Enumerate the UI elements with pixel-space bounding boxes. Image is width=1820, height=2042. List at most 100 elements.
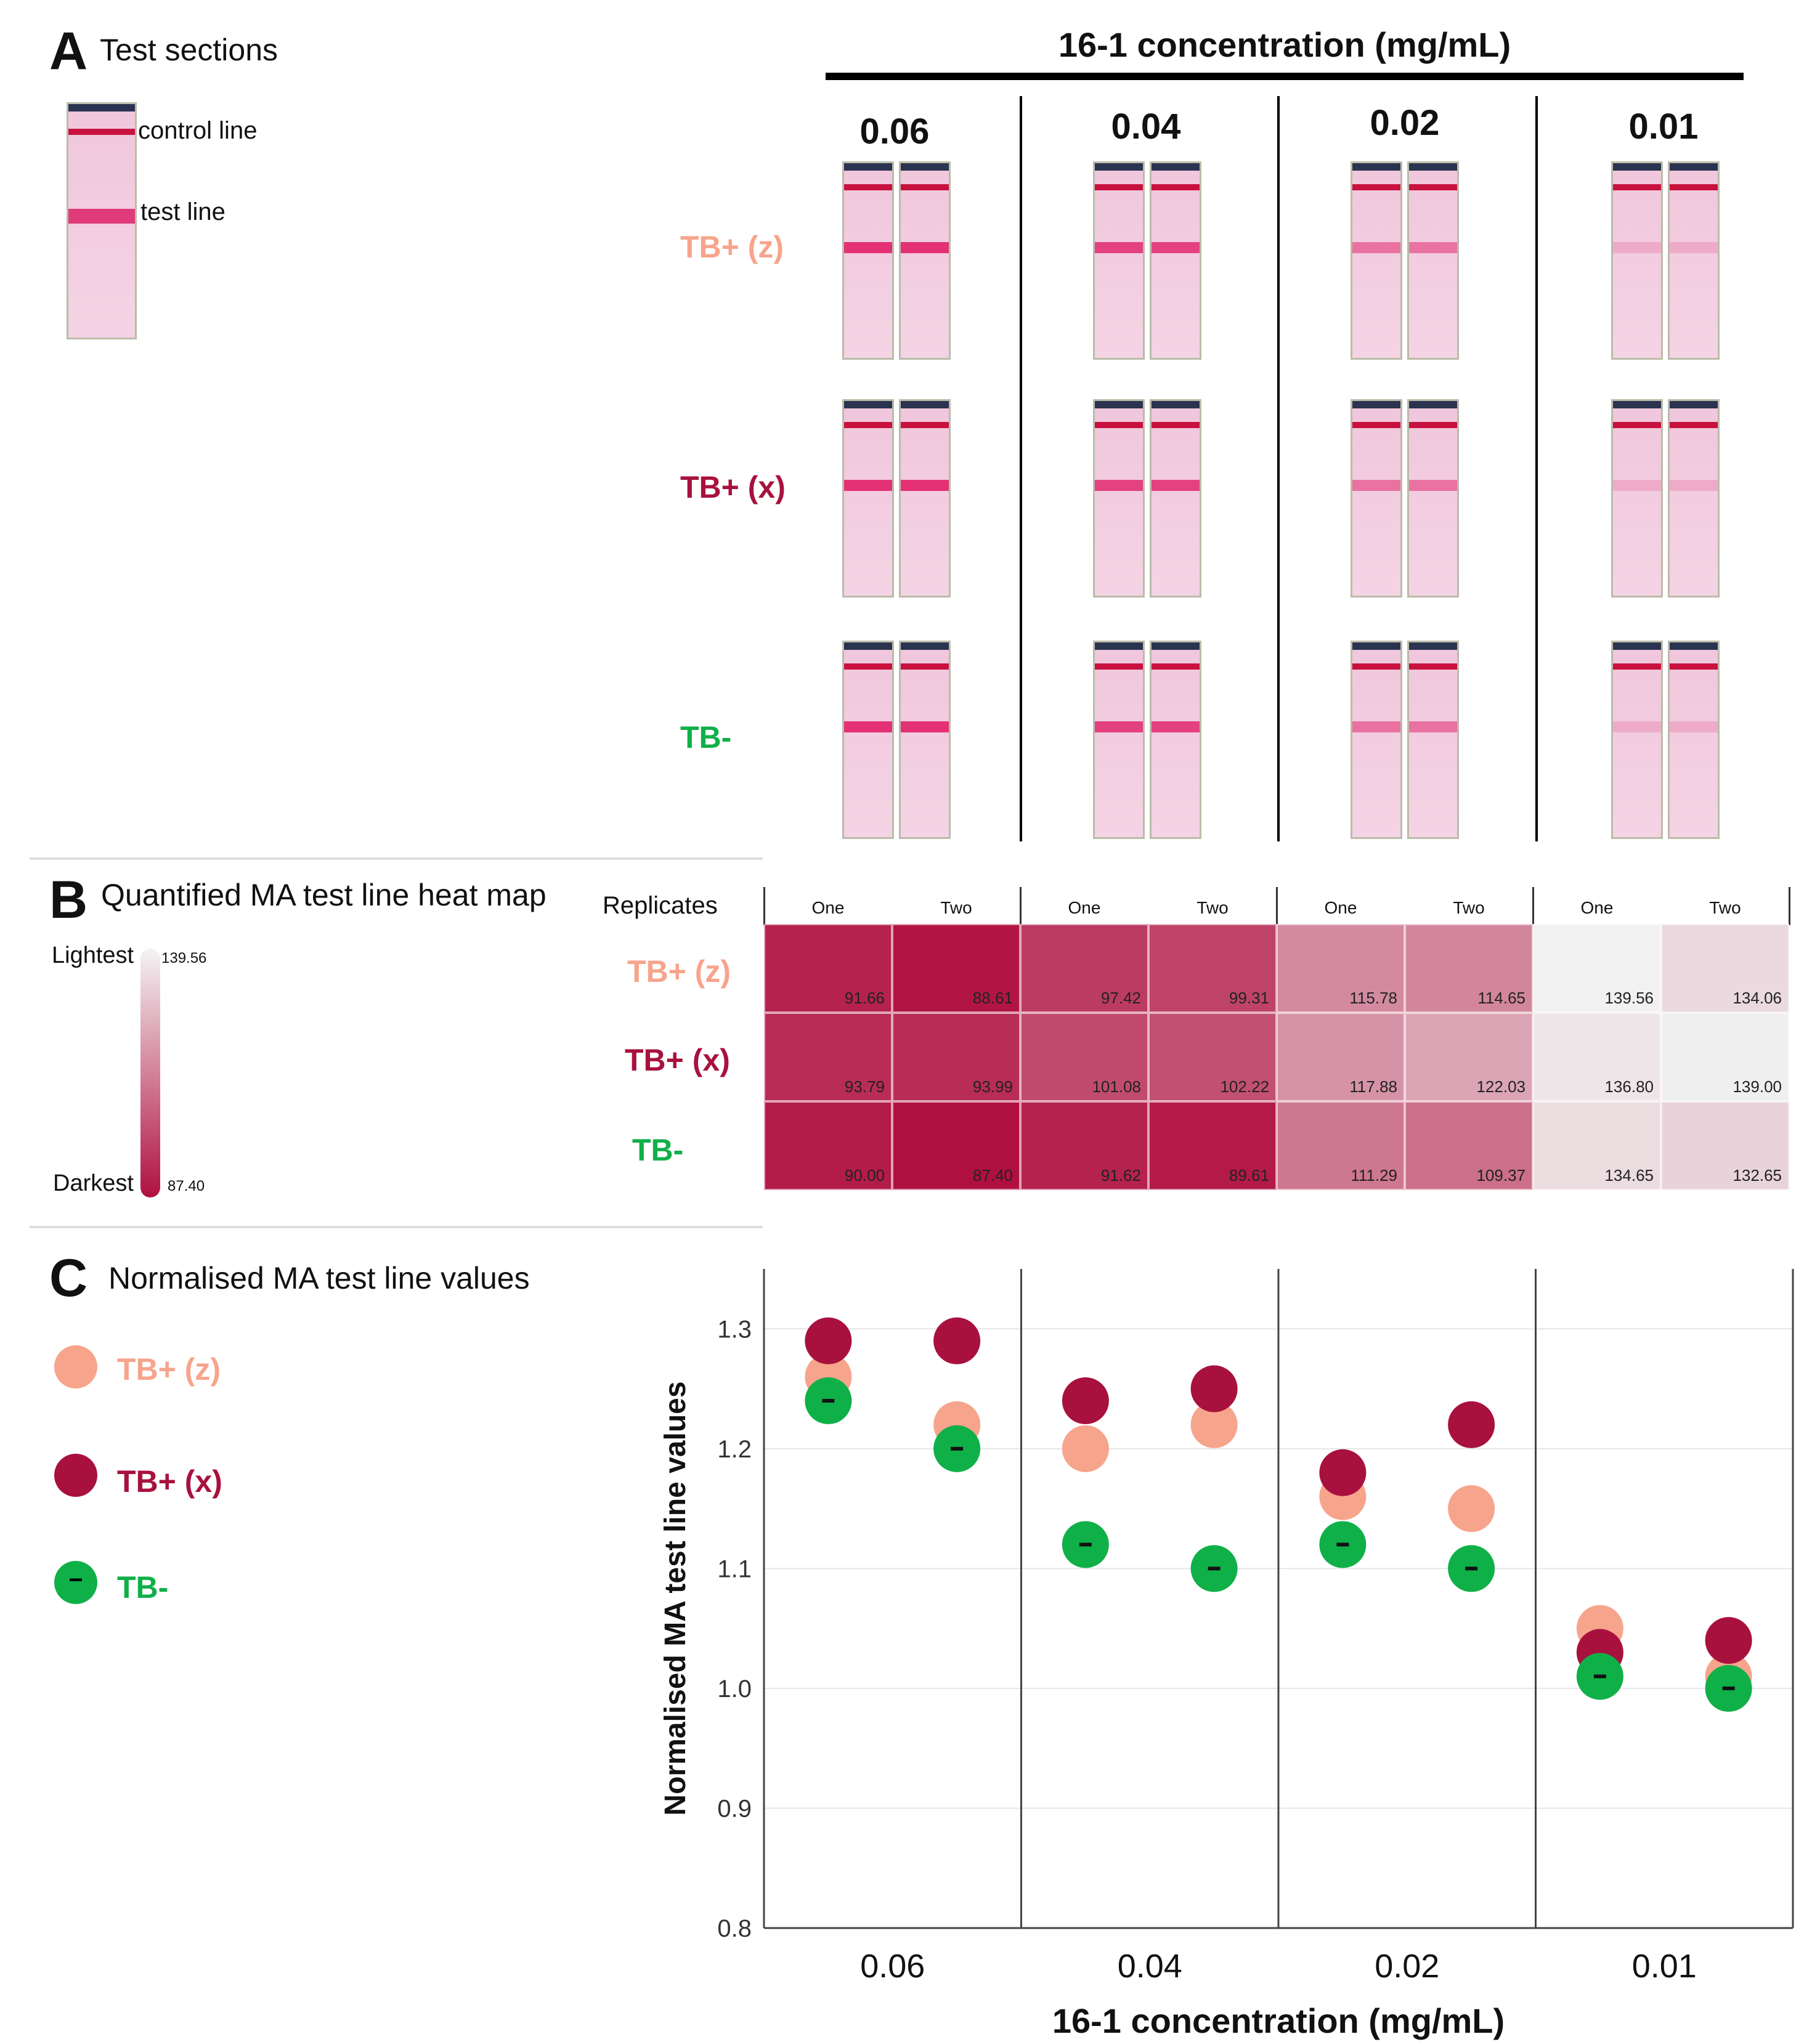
panel-c-title: Normalised MA test line values [108, 1261, 530, 1295]
test-strip-tbneg-0.01-rep2 [1668, 641, 1720, 839]
heatmap-cell-value: 134.65 [1604, 1166, 1654, 1185]
heatmap-cell: 114.65 [1405, 924, 1533, 1013]
point-tbx [1190, 1365, 1238, 1412]
test-strip-tbneg-0.02-rep2 [1407, 641, 1459, 839]
point-tbx [933, 1317, 981, 1364]
x-tick-label: 0.01 [1632, 1948, 1697, 1985]
test-strip-tbz-0.06-rep1 [842, 161, 894, 360]
test-line-label: test line [140, 198, 225, 225]
test-strip-tbz-0.06-rep2 [899, 161, 951, 360]
heatmap-cell: 134.06 [1661, 924, 1789, 1013]
test-strip-tbz-0.02-rep2 [1407, 161, 1459, 360]
heatmap-cell: 132.65 [1661, 1101, 1789, 1190]
heatmap-cell: 90.00 [764, 1101, 892, 1190]
scale-lightest-label: Lightest [52, 942, 134, 968]
heatmap-cell: 136.80 [1533, 1013, 1661, 1101]
y-axis-title: Normalised MA test line values [659, 1381, 692, 1815]
reference-strip [67, 102, 137, 339]
test-strip-tbx-0.01-rep2 [1668, 399, 1720, 598]
heatmap-cell-value: 97.42 [1100, 989, 1141, 1007]
concentration-header: 16-1 concentration (mg/mL) [1058, 25, 1511, 64]
scale-darkest-label: Darkest [53, 1170, 134, 1196]
y-tick-label: 1.1 [717, 1555, 752, 1582]
heatmap-cell: 134.65 [1533, 1101, 1661, 1190]
heatmap-cell-value: 93.79 [844, 1077, 885, 1096]
legend-label-tbneg: TB- [117, 1570, 169, 1605]
section-separator [30, 1226, 763, 1228]
heatmap-col-header: One [1068, 898, 1101, 917]
heatmap-cell-value: 87.40 [972, 1166, 1013, 1185]
panel-b-letter: B [49, 870, 88, 930]
point-tbneg-minus-icon [1465, 1566, 1478, 1571]
heatmap-cell: 122.03 [1405, 1013, 1533, 1101]
heatmap-col-header: One [811, 898, 845, 917]
panel-b-title: Quantified MA test line heat map [101, 878, 546, 912]
point-tbx [1319, 1449, 1367, 1496]
point-tbneg-minus-icon [1593, 1674, 1606, 1679]
test-strip-tbx-0.02-rep1 [1351, 399, 1402, 598]
point-tbneg-minus-icon [822, 1399, 835, 1403]
y-tick-label: 0.8 [717, 1915, 752, 1942]
heatmap-cell-value: 91.66 [844, 989, 885, 1007]
point-tbx [1705, 1617, 1752, 1664]
strip-row-label-tbx: TB+ (x) [680, 470, 786, 504]
point-tbneg-minus-icon [951, 1446, 964, 1451]
heatmap-group-divider [1789, 887, 1790, 925]
column-divider [1535, 96, 1538, 841]
control-line-label: control line [138, 117, 258, 144]
heatmap-cell-value: 139.56 [1604, 989, 1654, 1007]
legend-minus-icon: − [68, 1566, 83, 1594]
point-tbneg-minus-icon [1336, 1542, 1349, 1547]
heatmap-cell: 91.62 [1020, 1101, 1148, 1190]
legend-marker-tbneg [54, 1561, 97, 1604]
x-axis-title: 16-1 concentration (mg/mL) [1052, 2001, 1505, 2040]
heatmap-cell: 97.42 [1020, 924, 1148, 1013]
heatmap-cell-value: 109.37 [1476, 1166, 1525, 1185]
x-tick-label: 0.02 [1375, 1948, 1439, 1985]
heatmap-col-header: One [1580, 898, 1614, 917]
legend-label-tbz: TB+ (z) [117, 1352, 221, 1387]
test-strip-tbneg-0.06-rep1 [842, 641, 894, 839]
heatmap-col-header: Two [1709, 898, 1741, 917]
test-strip-tbx-0.02-rep2 [1407, 399, 1459, 598]
strip-row-label-tbneg: TB- [680, 720, 732, 755]
heatmap-cell-value: 101.08 [1092, 1077, 1141, 1096]
heatmap-col-header: Two [940, 898, 972, 917]
column-divider [1020, 96, 1022, 841]
y-tick-label: 1.0 [717, 1675, 752, 1703]
heatmap-cell-value: 102.22 [1220, 1077, 1269, 1096]
x-tick-label: 0.06 [860, 1948, 925, 1985]
heatmap-cell-value: 90.00 [844, 1166, 885, 1185]
header-rule [826, 73, 1744, 80]
heatmap-cell: 93.79 [764, 1013, 892, 1101]
test-strip-tbz-0.02-rep1 [1351, 161, 1402, 360]
conc-head-0.02: 0.02 [1370, 103, 1440, 143]
point-tbx [805, 1317, 852, 1364]
heatmap-cell: 117.88 [1277, 1013, 1405, 1101]
heatmap-cell: 101.08 [1020, 1013, 1148, 1101]
heatmap-col-header: Two [1453, 898, 1485, 917]
heatmap-col-header: Two [1196, 898, 1229, 917]
point-tbneg-minus-icon [1079, 1542, 1092, 1547]
legend-marker-tbx [54, 1454, 97, 1497]
y-tick-label: 1.3 [717, 1316, 752, 1343]
legend-label-tbx: TB+ (x) [117, 1464, 222, 1499]
test-strip-tbx-0.04-rep2 [1150, 399, 1201, 598]
heatmap-group-divider [763, 887, 765, 925]
test-strip-tbx-0.06-rep2 [899, 399, 951, 598]
point-tbneg-minus-icon [1208, 1566, 1221, 1571]
panel-a-letter: A [49, 22, 88, 81]
column-divider [1277, 96, 1280, 841]
conc-head-0.06: 0.06 [859, 111, 930, 152]
heatmap-cell-value: 134.06 [1733, 989, 1782, 1007]
color-scale-bar [140, 949, 160, 1197]
point-tbz [1448, 1485, 1495, 1533]
heatmap-cell-value: 91.62 [1100, 1166, 1141, 1185]
heatmap-cell-value: 136.80 [1604, 1077, 1654, 1096]
test-strip-tbx-0.01-rep1 [1611, 399, 1663, 598]
test-strip-tbz-0.01-rep1 [1611, 161, 1663, 360]
heatmap-cell: 89.61 [1148, 1101, 1277, 1190]
strip-row-label-tbz: TB+ (z) [680, 230, 784, 264]
heatmap-cell: 88.61 [892, 924, 1020, 1013]
scale-min-value: 87.40 [168, 1178, 205, 1194]
